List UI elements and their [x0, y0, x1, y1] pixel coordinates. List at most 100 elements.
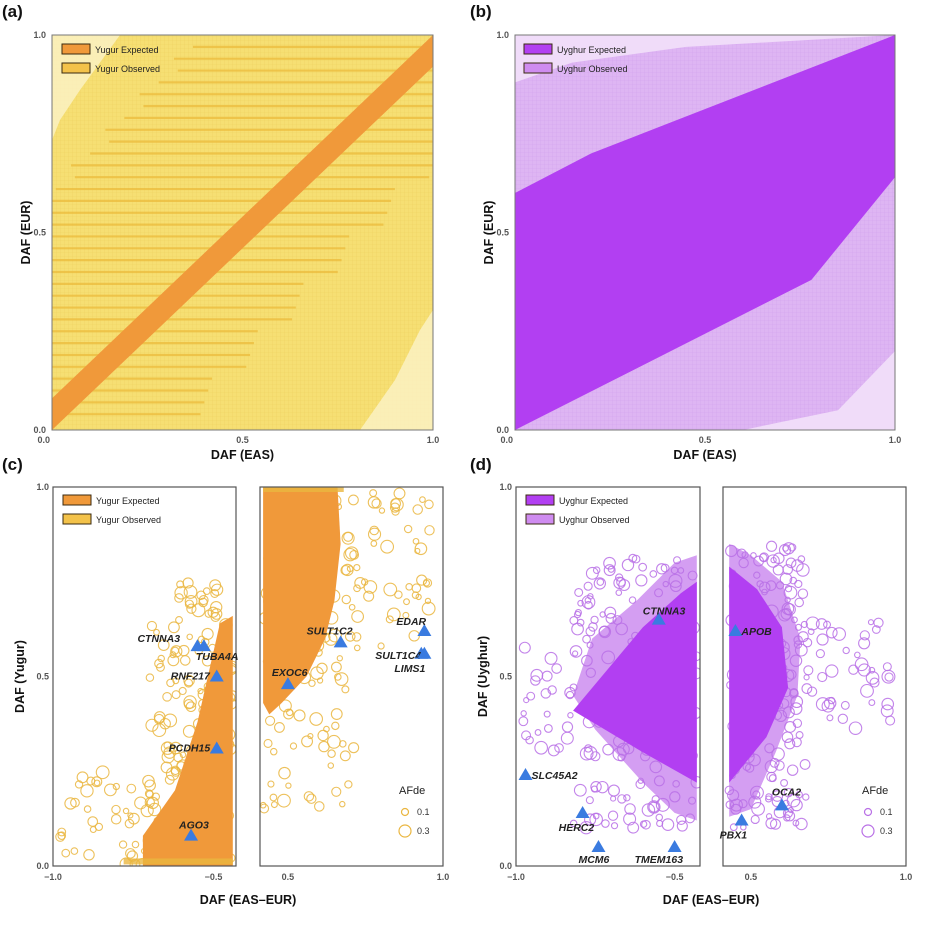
observed-point: [385, 615, 394, 624]
observed-point: [668, 573, 683, 588]
observed-point: [584, 744, 593, 753]
x-tick-label: 0.5: [699, 435, 712, 445]
observed-point: [569, 819, 578, 828]
gene-marker-slc45a2: [518, 768, 533, 781]
gene-label-mcm6: MCM6: [578, 854, 609, 866]
observed-point: [799, 759, 811, 770]
observed-point: [581, 595, 596, 610]
observed-point: [155, 662, 165, 672]
observed-point: [270, 801, 278, 809]
observed-point: [585, 796, 594, 805]
observed-point: [853, 651, 861, 659]
observed-point: [370, 540, 378, 547]
legend-swatch-observed: [61, 62, 91, 74]
observed-point: [267, 780, 275, 788]
x-tick-label: −0.5: [666, 872, 684, 882]
observed-point: [76, 771, 89, 784]
observed-point: [303, 791, 315, 802]
expected-band-b: [515, 35, 895, 430]
observed-point: [178, 686, 187, 696]
observed-point: [649, 760, 663, 774]
observed-point: [331, 661, 342, 673]
observed-point: [127, 812, 140, 825]
legend-label-observed: Uyghur Observed: [559, 515, 630, 525]
observed-point: [405, 583, 413, 591]
observed-point: [869, 677, 880, 688]
observed-point: [140, 804, 154, 818]
observed-point: [183, 698, 195, 710]
observed-point: [64, 797, 77, 810]
x-axis-label: DAF (EAS–EUR): [200, 893, 297, 907]
observed-point: [534, 740, 549, 755]
observed-point: [83, 805, 92, 813]
observed-point: [598, 625, 612, 639]
observed-point: [783, 787, 794, 798]
observed-point: [369, 525, 380, 536]
observed-point: [766, 771, 777, 783]
x-axis-label: DAF (EAS): [673, 448, 736, 462]
observed-point: [414, 547, 421, 555]
observed-point: [174, 586, 188, 600]
x-tick-label: 0.0: [500, 435, 513, 445]
observed-point: [411, 583, 422, 594]
observed-point: [424, 499, 434, 510]
gene-marker-lims1: [417, 646, 432, 659]
x-tick-label: 1.0: [889, 435, 902, 445]
observed-point: [131, 840, 140, 849]
observed-point: [772, 564, 784, 576]
observed-point: [660, 563, 670, 573]
observed-point: [201, 627, 214, 641]
observed-point: [83, 849, 95, 861]
observed-point: [70, 847, 79, 855]
gene-marker-ago3: [184, 828, 199, 841]
y-axis-label: DAF (Uyghur): [476, 636, 490, 717]
observed-point: [748, 795, 762, 809]
observed-point: [641, 803, 656, 817]
observed-point: [603, 556, 616, 570]
observed-point: [565, 690, 575, 700]
plot-frame-b: [514, 34, 896, 431]
observed-point: [293, 709, 306, 722]
observed-point: [749, 785, 764, 800]
observed-point: [278, 699, 292, 713]
observed-point: [196, 590, 206, 600]
observed-point: [412, 537, 420, 545]
observed-point: [867, 619, 875, 626]
observed-point: [596, 780, 609, 794]
observed-point: [753, 571, 761, 579]
observed-point: [742, 762, 751, 772]
observed-point: [386, 607, 401, 622]
panel-b: Uyghur Expected Uyghur Observed 0.00.0 0.5…: [482, 30, 901, 462]
observed-point: [868, 699, 876, 707]
observed-point: [94, 822, 104, 832]
observed-point: [210, 600, 223, 614]
observed-point: [623, 794, 631, 802]
observed-point: [768, 774, 777, 783]
observed-point: [807, 628, 815, 636]
observed-point: [341, 594, 352, 605]
panel-label-a: (a): [2, 2, 23, 21]
observed-point: [403, 598, 410, 606]
observed-point: [641, 819, 651, 830]
observed-point: [687, 796, 697, 805]
observed-point: [327, 762, 335, 769]
observed-point: [825, 626, 838, 639]
observed-point: [772, 552, 785, 565]
observed-point: [584, 600, 593, 610]
size-legend-label-small: 0.1: [880, 807, 893, 817]
observed-point: [730, 803, 742, 815]
observed-point: [547, 685, 557, 695]
observed-point: [367, 527, 382, 541]
observed-point: [655, 797, 670, 812]
observed-point: [344, 780, 353, 789]
observed-point: [569, 616, 579, 625]
observed-point: [729, 823, 738, 832]
observed-point: [802, 637, 813, 648]
observed-point: [154, 658, 164, 669]
observed-point: [631, 554, 641, 564]
observed-point: [419, 496, 426, 503]
observed-point: [832, 627, 847, 641]
observed-point: [840, 700, 850, 710]
observed-point: [583, 581, 593, 591]
observed-point: [169, 741, 182, 755]
